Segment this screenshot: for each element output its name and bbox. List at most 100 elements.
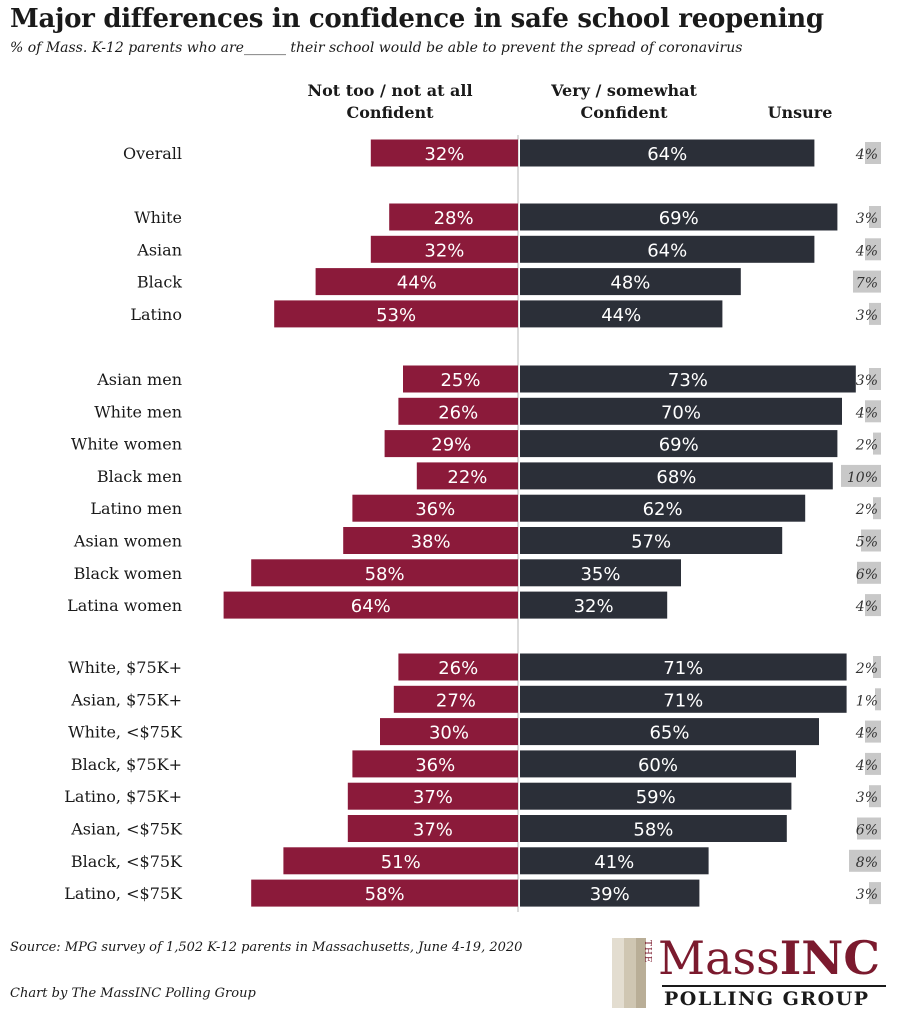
data-label-not-confident: 37% [413,820,453,841]
data-label-confident: 71% [663,658,703,679]
data-label-unsure: 4% [855,758,878,774]
data-label-confident: 60% [638,755,678,776]
data-label-confident: 68% [656,467,696,488]
chart-row: White, <$75K 30% 65% 4% [68,718,881,746]
chart-row: Asian, $75K+ 27% 71% 1% [70,685,881,713]
data-label-unsure: 3% [856,790,878,806]
data-label-not-confident: 32% [424,144,464,165]
data-label-confident: 59% [636,787,676,808]
logo-stripe-1 [612,938,624,1008]
data-label-unsure: 6% [856,823,878,839]
bar-confident [520,527,783,554]
bar-not-confident [274,300,518,328]
chart-row: White women 29% 69% 2% [71,430,881,458]
bar-unsure [873,432,881,455]
bar-not-confident [352,750,518,778]
data-label-confident: 41% [594,852,634,873]
bar-not-confident [347,815,518,842]
bar-unsure [865,238,881,261]
logo-rule [662,985,886,987]
bar-unsure [869,882,881,905]
category-label: Overall [123,144,182,163]
chart-row: White 28% 69% 3% [134,203,881,231]
bar-unsure [869,785,881,808]
category-label: White men [94,402,182,421]
bar-confident [520,718,819,746]
chart-title: Major differences in confidence in safe … [10,4,824,34]
bar-unsure [865,720,881,743]
chart-row: Latino men 36% 62% 2% [90,494,881,522]
data-label-not-confident: 51% [381,852,421,873]
logo-inc: INC [779,931,880,985]
data-label-confident: 71% [663,690,703,711]
data-label-confident: 70% [661,402,701,423]
bar-unsure [861,529,881,552]
data-label-unsure: 3% [856,308,878,324]
data-label-not-confident: 64% [351,596,391,617]
bar-not-confident [416,462,518,490]
bar-confident [520,685,847,713]
chart-row: Black, $75K+ 36% 60% 4% [71,750,881,778]
logo-stripe-3 [636,938,646,1008]
bar-unsure [869,302,881,325]
bar-confident [520,430,838,458]
category-label: White women [71,435,182,454]
chart-row: Black 44% 48% 7% [137,268,881,296]
category-label: Black, $75K+ [71,755,182,774]
column-header-confident-line1: Very / somewhat [551,81,697,100]
data-label-confident: 35% [580,564,620,585]
column-header-confident: Very / somewhat Confident [524,80,724,124]
data-label-not-confident: 29% [431,435,471,456]
data-label-unsure: 4% [855,599,878,615]
bar-confident [520,653,847,681]
bar-unsure [865,142,881,164]
category-label: Asian, <$75K [70,820,183,839]
chart-row: Asian 32% 64% 4% [136,235,881,263]
data-label-not-confident: 22% [447,467,487,488]
column-header-not-confident-line1: Not too / not at all [307,81,473,100]
logo-stripe-2 [624,938,636,1008]
data-label-not-confident: 27% [436,690,476,711]
bar-confident [520,494,806,522]
bar-unsure [841,464,881,487]
data-label-confident: 64% [647,144,687,165]
massinc-logo: THE MassINC POLLING GROUP [612,932,892,1014]
bar-not-confident [380,718,518,746]
logo-mass: Mass [658,931,780,985]
data-label-unsure: 2% [855,438,878,454]
chart-row: Latino 53% 44% 3% [130,300,881,328]
data-label-not-confident: 36% [415,499,455,520]
data-label-unsure: 8% [856,855,878,871]
bar-unsure [865,400,881,423]
bar-confident [520,139,815,167]
data-label-unsure: 3% [856,211,878,227]
category-label: Asian, $75K+ [70,690,182,709]
chart-subtitle: % of Mass. K-12 parents who are______ th… [10,40,743,56]
logo-wordmark: MassINC [658,932,880,984]
data-label-not-confident: 53% [376,305,416,326]
data-label-unsure: 4% [855,726,878,742]
bar-not-confident [315,268,518,296]
category-label: Asian [136,240,182,259]
data-label-confident: 69% [659,208,699,229]
data-label-confident: 73% [668,370,708,391]
bar-not-confident [389,203,518,231]
data-label-confident: 44% [601,305,641,326]
bar-unsure [873,656,881,678]
data-label-unsure: 2% [855,502,878,518]
category-label: White, $75K+ [68,658,182,677]
category-label: Black men [97,467,182,486]
column-header-not-confident-line2: Confident [346,103,434,122]
chart-row: Latino, $75K+ 37% 59% 3% [64,782,881,810]
category-label: Latino, $75K+ [64,787,182,806]
data-label-confident: 64% [647,240,687,261]
column-header-confident-line2: Confident [580,103,668,122]
logo-stripes [612,938,658,1008]
chart-row: Latino, <$75K 58% 39% 3% [64,879,881,907]
chart-row: Overall 32% 64% 4% [123,139,881,167]
logo-the: THE [642,940,652,964]
column-header-not-confident: Not too / not at all Confident [290,80,490,124]
bar-not-confident [398,397,518,425]
chart-row: Asian women 38% 57% 5% [73,527,881,554]
